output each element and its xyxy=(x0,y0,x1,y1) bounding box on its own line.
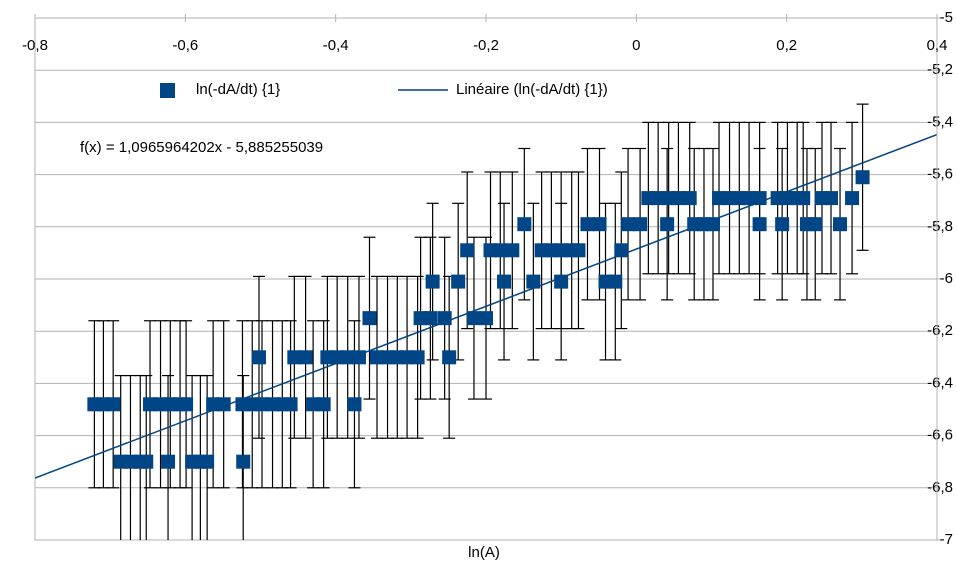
y-tick-label: -6,2 xyxy=(927,322,953,339)
x-tick-label: 0,4 xyxy=(927,37,948,54)
marker xyxy=(442,350,457,365)
legend-label: ln(-dA/dt) {1} xyxy=(196,81,280,98)
marker xyxy=(179,397,194,412)
marker xyxy=(460,243,475,258)
marker xyxy=(505,243,520,258)
marker xyxy=(752,217,767,232)
marker xyxy=(571,243,586,258)
marker xyxy=(466,311,481,326)
marker xyxy=(255,397,270,412)
marker xyxy=(143,397,158,412)
marker xyxy=(316,397,331,412)
marker xyxy=(370,350,385,365)
marker xyxy=(808,217,823,232)
y-tick-label: -5,4 xyxy=(927,113,953,130)
marker xyxy=(493,243,508,258)
marker xyxy=(161,454,176,469)
marker xyxy=(451,274,466,289)
marker xyxy=(682,191,697,206)
x-tick-label: -0,2 xyxy=(473,37,499,54)
marker xyxy=(298,350,313,365)
marker xyxy=(526,274,541,289)
marker xyxy=(660,217,675,232)
trendline xyxy=(35,133,937,479)
marker xyxy=(330,350,345,365)
marks xyxy=(35,103,937,540)
marker xyxy=(306,397,321,412)
marker xyxy=(752,191,767,206)
marker xyxy=(554,274,569,289)
marker xyxy=(580,217,595,232)
marker xyxy=(347,397,362,412)
axes: -5 -5,2 -5,4 -5,6 -5,8 -6 -6,2 -6,4 -6,6 -6,8 -7 -0… xyxy=(22,9,953,548)
marker xyxy=(236,454,251,469)
marker xyxy=(400,350,415,365)
x-axis-label: ln(A) xyxy=(468,544,500,561)
x-tick-label: -0,6 xyxy=(172,37,198,54)
marker xyxy=(139,454,154,469)
annotation: f(x) = 1,0965964202x - 5,885255039 xyxy=(80,139,323,156)
x-tick-label: -0,4 xyxy=(323,37,349,54)
x-tick-label: 0,2 xyxy=(776,37,797,54)
marker xyxy=(796,191,811,206)
legend-marker xyxy=(160,83,175,98)
marker xyxy=(410,350,425,365)
y-tick-label: -5,2 xyxy=(927,61,953,78)
marker xyxy=(845,191,860,206)
marker xyxy=(651,191,666,206)
marker xyxy=(497,274,512,289)
marker xyxy=(106,397,121,412)
marker xyxy=(423,311,438,326)
marker xyxy=(621,217,636,232)
marker xyxy=(633,217,648,232)
marker xyxy=(287,350,302,365)
marker xyxy=(671,191,686,206)
marker xyxy=(855,170,870,185)
y-tick-label: -5,8 xyxy=(927,218,953,235)
marker xyxy=(833,217,848,232)
marker xyxy=(608,274,623,289)
marker xyxy=(283,397,298,412)
marker xyxy=(251,350,266,365)
y-tick-label: -6,8 xyxy=(927,479,953,496)
marker xyxy=(712,191,727,206)
marker xyxy=(437,311,452,326)
y-tick-label: -5,6 xyxy=(927,166,953,183)
x-tick-label: 0 xyxy=(632,37,640,54)
y-tick-label: -6 xyxy=(940,270,953,287)
marker xyxy=(824,191,839,206)
y-tick-label: -5 xyxy=(940,9,953,26)
marker xyxy=(200,454,215,469)
y-tick-label: -6,6 xyxy=(927,427,953,444)
marker xyxy=(362,311,377,326)
marker xyxy=(554,243,569,258)
marker xyxy=(742,191,757,206)
marker xyxy=(592,217,607,232)
y-tick-label: -6,4 xyxy=(927,374,953,391)
legend-label: Linéaire (ln(-dA/dt) {1}) xyxy=(456,81,608,98)
x-tick-label: -0,8 xyxy=(22,37,48,54)
marker xyxy=(479,311,493,326)
y-tick-label: -7 xyxy=(940,531,953,548)
marker xyxy=(425,274,440,289)
marker xyxy=(775,217,790,232)
marker xyxy=(517,217,532,232)
marker xyxy=(206,397,221,412)
